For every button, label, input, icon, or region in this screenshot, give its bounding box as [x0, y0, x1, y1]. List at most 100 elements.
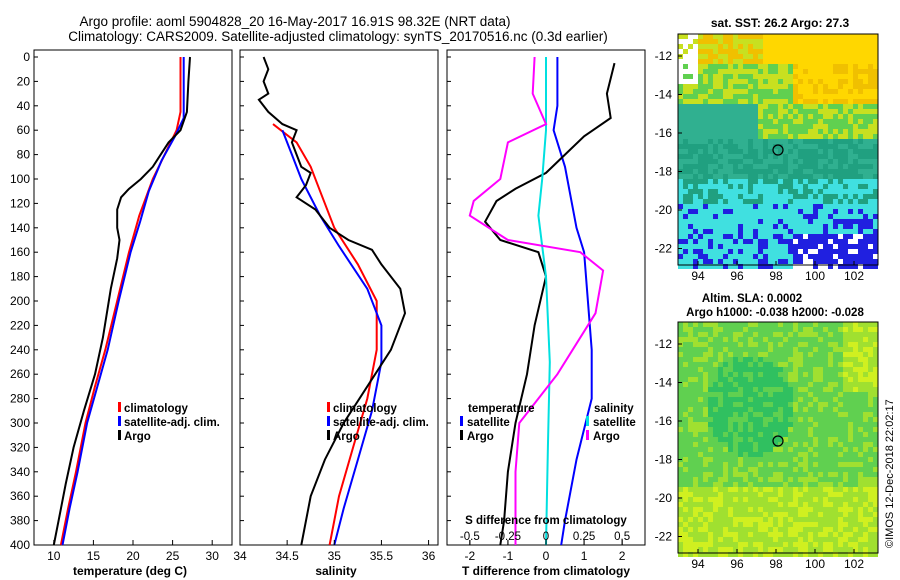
- map-cell: [813, 34, 818, 39]
- map-cell: [833, 352, 838, 357]
- map-cell: [693, 54, 698, 59]
- map-cell: [853, 397, 858, 402]
- map-cell: [718, 149, 723, 154]
- map-cell: [708, 382, 713, 387]
- map-cell: [843, 94, 848, 99]
- map-cell: [778, 159, 783, 164]
- map-cell: [683, 184, 688, 189]
- map-cell: [828, 402, 833, 407]
- map-cell: [783, 174, 788, 179]
- map-cell: [688, 552, 693, 557]
- map-cell: [698, 49, 703, 54]
- map-cell: [708, 164, 713, 169]
- map-cell: [713, 372, 718, 377]
- map-cell: [823, 94, 828, 99]
- map-cell: [808, 224, 813, 229]
- map-cell: [753, 139, 758, 144]
- map-cell: [793, 337, 798, 342]
- map-cell: [738, 34, 743, 39]
- map-cell: [693, 362, 698, 367]
- map-cell: [758, 154, 763, 159]
- map-cell: [868, 139, 873, 144]
- map-cell: [688, 169, 693, 174]
- map-cell: [798, 209, 803, 214]
- map-cell: [813, 477, 818, 482]
- map-cell: [783, 169, 788, 174]
- map-cell: [783, 332, 788, 337]
- map-cell: [683, 452, 688, 457]
- map-cell: [768, 224, 773, 229]
- map-cell: [743, 542, 748, 547]
- map-cell: [833, 154, 838, 159]
- map-cell: [683, 412, 688, 417]
- map-cell: [753, 337, 758, 342]
- map-cell: [768, 357, 773, 362]
- map-cell: [848, 392, 853, 397]
- map-cell: [853, 54, 858, 59]
- map-cell: [838, 402, 843, 407]
- map-cell: [838, 552, 843, 557]
- map-cell: [873, 517, 878, 522]
- map-cell: [698, 447, 703, 452]
- map-cell: [773, 442, 778, 447]
- map-cell: [833, 179, 838, 184]
- map-cell: [803, 99, 808, 104]
- map-cell: [848, 502, 853, 507]
- map-cell: [783, 69, 788, 74]
- map-cell: [678, 362, 683, 367]
- map-cell: [778, 432, 783, 437]
- map-cell: [738, 537, 743, 542]
- map-cell: [873, 174, 878, 179]
- map-cell: [763, 194, 768, 199]
- map-cell: [743, 244, 748, 249]
- map-cell: [803, 447, 808, 452]
- map-cell: [858, 362, 863, 367]
- map-cell: [783, 199, 788, 204]
- map-cell: [843, 134, 848, 139]
- map-cell: [788, 472, 793, 477]
- map-cell: [678, 352, 683, 357]
- map-cell: [808, 337, 813, 342]
- map-cell: [683, 492, 688, 497]
- map-cell: [838, 69, 843, 74]
- map-cell: [818, 372, 823, 377]
- map-cell: [753, 462, 758, 467]
- map-cell: [873, 74, 878, 79]
- map-cell: [788, 144, 793, 149]
- temperature-panel: 10 15 20 25 30 02040608010012014016018020022…: [10, 49, 233, 578]
- map-cell: [783, 432, 788, 437]
- map-cell: [798, 507, 803, 512]
- map-cell: [748, 377, 753, 382]
- map-cell: [693, 397, 698, 402]
- map-cell: [698, 377, 703, 382]
- depth-y-ticks: 0204060801001201401601802002202402602803…: [10, 50, 30, 552]
- map-cell: [728, 199, 733, 204]
- map-cell: [823, 497, 828, 502]
- map-cell: [778, 109, 783, 114]
- map-cell: [718, 129, 723, 134]
- map-cell: [698, 357, 703, 362]
- map-cell: [708, 412, 713, 417]
- map-cell: [773, 452, 778, 457]
- map-cell: [698, 129, 703, 134]
- map-cell: [728, 254, 733, 259]
- map-cell: [723, 542, 728, 547]
- map-cell: [683, 49, 688, 54]
- map-cell: [718, 457, 723, 462]
- map-cell: [868, 472, 873, 477]
- map-cell: [763, 94, 768, 99]
- map-cell: [838, 139, 843, 144]
- map-cell: [688, 482, 693, 487]
- map-cell: [678, 49, 683, 54]
- map-cell: [873, 497, 878, 502]
- map-cell: [733, 482, 738, 487]
- map-cell: [808, 462, 813, 467]
- map-cell: [718, 337, 723, 342]
- map-cell: [683, 144, 688, 149]
- map-cell: [698, 487, 703, 492]
- map-cell: [788, 417, 793, 422]
- map-cell: [778, 49, 783, 54]
- map-cell: [763, 84, 768, 89]
- salinity-legend: climatology satellite-adj. clim. Argo: [327, 402, 429, 443]
- map-cell: [713, 104, 718, 109]
